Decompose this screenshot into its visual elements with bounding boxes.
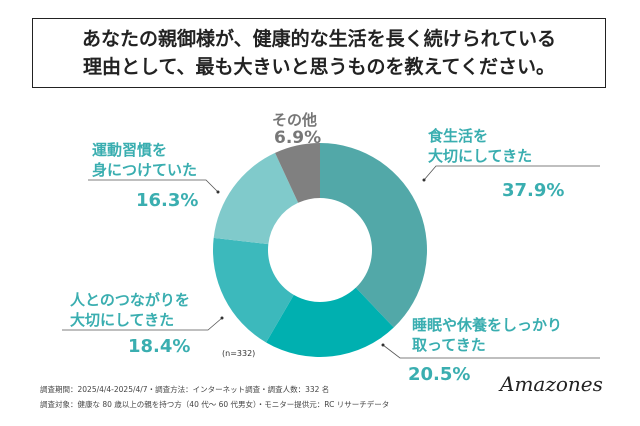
value-other: 6.9% [274, 128, 322, 148]
leader-dot-0 [422, 178, 426, 182]
label-connection-line1: 人とのつながりを [70, 291, 190, 309]
footer-line-2: 調査対象：健康な 80 歳以上の親を持つ方（40 代～ 60 代男女）・モニター… [40, 400, 390, 409]
donut-slice-3 [213, 152, 299, 245]
donut-slice-4 [275, 143, 320, 203]
label-diet-line2: 大切にしてきた [428, 147, 533, 165]
label-exercise-line2: 身につけていた [92, 161, 198, 179]
label-diet-line1: 食生活を [428, 127, 489, 145]
leader-dot-2 [220, 316, 224, 320]
donut-slice-0 [320, 143, 427, 328]
value-diet: 37.9% [502, 180, 565, 201]
leader-line-0 [423, 165, 600, 181]
donut-slice-1 [266, 287, 394, 357]
label-connection: 人とのつながりを 大切にしてきた [70, 290, 190, 330]
title-line-1: あなたの親御様が、健康的な生活を長く続けられている [81, 28, 557, 50]
leader-line-3 [88, 179, 219, 193]
donut-slice-2 [213, 237, 294, 343]
label-sleep: 睡眠や休養をしっかり 取ってきた [412, 315, 562, 355]
title-line-2: 理由として、最も大きいと思うものを教えてください。 [83, 56, 555, 78]
title-box: あなたの親御様が、健康的な生活を長く続けられている 理由として、最も大きいと思う… [32, 18, 606, 88]
leader-dot-3 [216, 190, 220, 194]
leader-line-2 [62, 317, 223, 331]
sample-size-note: (n=332) [222, 349, 256, 358]
value-connection: 18.4% [128, 336, 191, 357]
footer-line-1: 調査期間：2025/4/4-2025/4/7・調査方法：インターネット調査・調査… [40, 385, 330, 394]
amazones-logo: Amazones [500, 372, 603, 396]
value-sleep: 20.5% [408, 364, 471, 385]
value-exercise: 16.3% [136, 190, 199, 211]
label-sleep-line2: 取ってきた [412, 336, 486, 354]
label-other: その他 [272, 111, 318, 129]
label-exercise: 運動習慣を 身につけていた [92, 140, 197, 180]
label-exercise-line1: 運動習慣を [92, 141, 168, 159]
label-diet: 食生活を 大切にしてきた [428, 126, 532, 166]
leader-line-1 [382, 344, 600, 359]
leader-dot-1 [381, 343, 385, 347]
label-sleep-line1: 睡眠や休養をしっかり [412, 316, 563, 334]
label-connection-line2: 大切にしてきた [70, 311, 175, 329]
